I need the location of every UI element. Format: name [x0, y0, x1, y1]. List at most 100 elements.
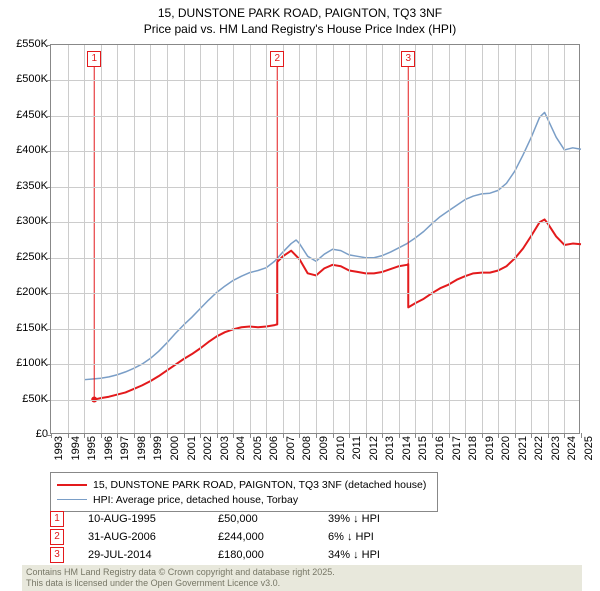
- x-axis-label: 2000: [169, 436, 181, 476]
- y-axis-label: £250K: [0, 251, 48, 263]
- x-axis-label: 1996: [103, 436, 115, 476]
- transaction-row-marker: 1: [50, 511, 64, 527]
- gridline-v: [316, 45, 317, 433]
- legend-swatch-price-paid: [57, 484, 87, 486]
- gridline-v: [217, 45, 218, 433]
- legend-row-hpi: HPI: Average price, detached house, Torb…: [57, 492, 431, 507]
- x-tick: [333, 433, 334, 438]
- gridline-v: [150, 45, 151, 433]
- x-axis-label: 2009: [318, 436, 330, 476]
- x-axis-label: 1998: [136, 436, 148, 476]
- gridline-v: [134, 45, 135, 433]
- y-axis-label: £400K: [0, 144, 48, 156]
- gridline-v: [167, 45, 168, 433]
- gridline-h: [51, 151, 579, 152]
- x-tick: [51, 433, 52, 438]
- transaction-date: 31-AUG-2006: [88, 531, 218, 543]
- gridline-v: [465, 45, 466, 433]
- legend-label-hpi: HPI: Average price, detached house, Torb…: [93, 494, 298, 506]
- y-axis-label: £100K: [0, 357, 48, 369]
- y-tick: [46, 222, 51, 223]
- x-axis-label: 2022: [533, 436, 545, 476]
- x-tick: [250, 433, 251, 438]
- gridline-v: [482, 45, 483, 433]
- x-axis-label: 2002: [202, 436, 214, 476]
- x-axis-label: 2018: [467, 436, 479, 476]
- x-axis-label: 2001: [186, 436, 198, 476]
- x-axis-label: 2013: [384, 436, 396, 476]
- x-axis-label: 1993: [53, 436, 65, 476]
- x-tick: [515, 433, 516, 438]
- x-tick: [233, 433, 234, 438]
- gridline-v: [366, 45, 367, 433]
- transaction-date: 10-AUG-1995: [88, 513, 218, 525]
- transaction-row: 329-JUL-2014£180,00034% ↓ HPI: [50, 546, 580, 564]
- x-tick: [531, 433, 532, 438]
- transaction-row: 110-AUG-1995£50,00039% ↓ HPI: [50, 510, 580, 528]
- transaction-row: 231-AUG-2006£244,0006% ↓ HPI: [50, 528, 580, 546]
- y-tick: [46, 400, 51, 401]
- x-axis-label: 2024: [566, 436, 578, 476]
- gridline-h: [51, 329, 579, 330]
- x-axis-label: 2025: [583, 436, 595, 476]
- x-tick: [382, 433, 383, 438]
- x-tick: [399, 433, 400, 438]
- y-axis-label: £150K: [0, 322, 48, 334]
- gridline-v: [548, 45, 549, 433]
- chart-container: 15, DUNSTONE PARK ROAD, PAIGNTON, TQ3 3N…: [0, 0, 600, 590]
- x-axis-label: 2015: [417, 436, 429, 476]
- gridline-h: [51, 116, 579, 117]
- gridline-v: [101, 45, 102, 433]
- gridline-h: [51, 222, 579, 223]
- gridline-v: [432, 45, 433, 433]
- gridline-v: [564, 45, 565, 433]
- y-axis-label: £350K: [0, 180, 48, 192]
- x-tick: [299, 433, 300, 438]
- plot-svg: [51, 45, 579, 433]
- gridline-v: [449, 45, 450, 433]
- x-tick: [349, 433, 350, 438]
- x-tick: [498, 433, 499, 438]
- x-tick: [415, 433, 416, 438]
- x-tick: [366, 433, 367, 438]
- gridline-v: [349, 45, 350, 433]
- title-line-1: 15, DUNSTONE PARK ROAD, PAIGNTON, TQ3 3N…: [0, 6, 600, 22]
- x-axis-label: 2008: [301, 436, 313, 476]
- transaction-price: £244,000: [218, 531, 328, 543]
- transaction-marker-2: 2: [270, 51, 284, 67]
- y-tick: [46, 364, 51, 365]
- gridline-h: [51, 364, 579, 365]
- footer-attribution: Contains HM Land Registry data © Crown c…: [22, 565, 582, 591]
- y-tick: [46, 45, 51, 46]
- x-axis-label: 1999: [152, 436, 164, 476]
- x-tick: [68, 433, 69, 438]
- x-axis-label: 1995: [86, 436, 98, 476]
- gridline-v: [333, 45, 334, 433]
- legend-swatch-hpi: [57, 499, 87, 501]
- x-tick: [581, 433, 582, 438]
- x-axis-label: 2017: [451, 436, 463, 476]
- gridline-v: [84, 45, 85, 433]
- gridline-v: [184, 45, 185, 433]
- x-tick: [217, 433, 218, 438]
- footer-line-1: Contains HM Land Registry data © Crown c…: [26, 567, 578, 578]
- x-tick: [134, 433, 135, 438]
- x-tick: [266, 433, 267, 438]
- gridline-v: [382, 45, 383, 433]
- transaction-date: 29-JUL-2014: [88, 549, 218, 561]
- gridline-v: [250, 45, 251, 433]
- x-tick: [167, 433, 168, 438]
- gridline-h: [51, 293, 579, 294]
- x-axis-label: 2005: [252, 436, 264, 476]
- x-tick: [316, 433, 317, 438]
- transaction-row-marker: 3: [50, 547, 64, 563]
- y-axis-label: £500K: [0, 73, 48, 85]
- y-tick: [46, 116, 51, 117]
- y-tick: [46, 80, 51, 81]
- x-axis-label: 2004: [235, 436, 247, 476]
- x-tick: [482, 433, 483, 438]
- y-axis-label: £0: [0, 428, 48, 440]
- x-axis-label: 2006: [268, 436, 280, 476]
- x-tick: [432, 433, 433, 438]
- legend-row-price-paid: 15, DUNSTONE PARK ROAD, PAIGNTON, TQ3 3N…: [57, 477, 431, 492]
